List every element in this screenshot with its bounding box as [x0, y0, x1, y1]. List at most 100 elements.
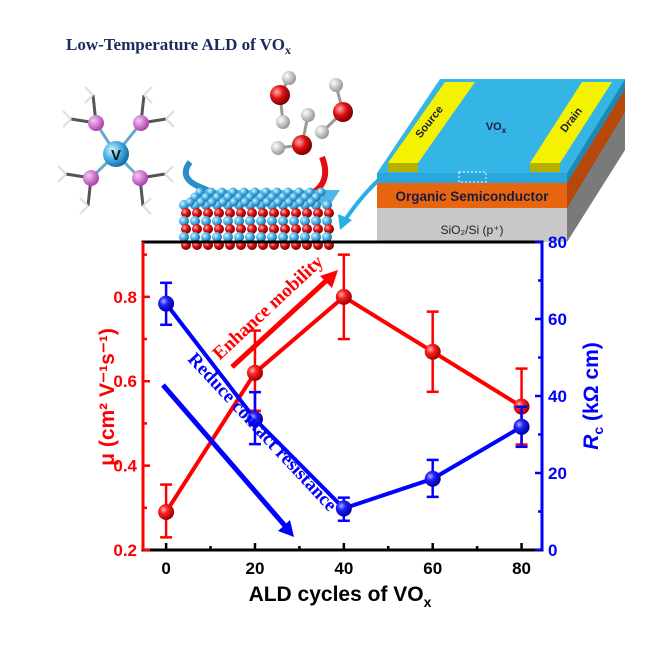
molecule-bond	[164, 165, 174, 175]
stack-oxygen-sphere	[214, 208, 224, 218]
stack-vanadium-sphere	[322, 200, 332, 210]
vox-front-layer	[377, 173, 567, 183]
right-tick-label: 60	[548, 310, 567, 329]
resistance-data-point	[513, 418, 530, 435]
molecule-bond	[84, 86, 94, 96]
nitrogen-atom	[132, 170, 148, 186]
stack-oxygen-sphere	[291, 224, 301, 234]
hydrogen-atom	[329, 78, 343, 92]
right-tick-label: 40	[548, 387, 567, 406]
molecule-bond	[79, 197, 89, 207]
molecule-bond	[142, 197, 152, 207]
stack-vanadium-sphere	[207, 197, 217, 207]
stack-oxygen-sphere	[203, 224, 213, 234]
illustration: Low-Temperature ALD of VOx V S	[57, 35, 625, 250]
x-tick-label: 40	[334, 559, 353, 578]
drain-electrode-front	[530, 163, 560, 172]
molecule-bond	[57, 173, 67, 183]
molecule-bond	[142, 205, 152, 215]
nitrogen-atom	[88, 115, 104, 131]
chart: 0 20 40 60 80 0.2 0.4 0.6 0.8 0 20 40 60 80 Enhance m…	[96, 233, 606, 610]
stack-vanadium-sphere	[190, 216, 200, 226]
water-molecules	[270, 71, 353, 155]
x-tick-label: 60	[423, 559, 442, 578]
stack-vanadium-sphere	[245, 216, 255, 226]
enhance-mobility-arrowhead-icon	[320, 270, 338, 288]
right-tick-label: 20	[548, 464, 567, 483]
molecule-bond	[165, 110, 175, 120]
stack-vanadium-sphere	[322, 232, 332, 242]
stack-vanadium-sphere	[212, 232, 222, 242]
molecule-bond	[62, 118, 72, 128]
stack-vanadium-sphere	[322, 216, 332, 226]
molecule-bond	[79, 205, 89, 215]
stack-vanadium-sphere	[256, 232, 266, 242]
left-axis-label: μ (cm² V⁻¹s⁻¹)	[96, 328, 119, 466]
stack-oxygen-sphere	[291, 208, 301, 218]
stack-vanadium-sphere	[273, 197, 283, 207]
organic-semiconductor-layer	[377, 183, 567, 208]
stack-oxygen-sphere	[280, 208, 290, 218]
stack-vanadium-sphere	[201, 216, 211, 226]
stack-vanadium-sphere	[179, 232, 189, 242]
otft-device: Source Drain VOx Organic Semiconductor S…	[377, 79, 625, 242]
molecule-bond	[84, 94, 94, 104]
stack-oxygen-sphere	[214, 224, 224, 234]
stack-oxygen-sphere	[313, 224, 323, 234]
stack-oxygen-sphere	[181, 208, 191, 218]
molecule-bond	[143, 86, 153, 96]
right-tick-label: 0	[548, 541, 557, 560]
enhance-mobility-arrow	[230, 277, 330, 369]
substrate-layer	[377, 208, 567, 242]
stack-vanadium-sphere	[306, 197, 316, 207]
stack-oxygen-sphere	[181, 224, 191, 234]
zoom-arrowhead-icon	[338, 214, 352, 230]
x-tick-label: 20	[246, 559, 265, 578]
stack-oxygen-sphere	[192, 208, 202, 218]
stack-vanadium-sphere	[311, 232, 321, 242]
stack-vanadium-sphere	[267, 232, 277, 242]
stack-vanadium-sphere	[196, 197, 206, 207]
oxygen-atom	[333, 102, 353, 122]
organic-semiconductor-label: Organic Semiconductor	[395, 189, 549, 204]
stack-oxygen-sphere	[247, 224, 257, 234]
source-electrode-front	[388, 163, 418, 172]
hydrogen-atom	[271, 141, 285, 155]
vanadium-precursor-molecule: V	[57, 86, 175, 215]
stack-oxygen-sphere	[324, 208, 334, 218]
mobility-data-point	[246, 364, 263, 381]
stack-oxygen-sphere	[236, 208, 246, 218]
molecule-bond	[143, 94, 153, 104]
stack-vanadium-sphere	[245, 232, 255, 242]
oxygen-atom	[292, 135, 312, 155]
x-tick-label: 0	[161, 559, 170, 578]
stack-oxygen-sphere	[247, 208, 257, 218]
stack-vanadium-sphere	[278, 216, 288, 226]
stack-vanadium-sphere	[267, 216, 277, 226]
source-electrode	[388, 82, 475, 163]
stack-vanadium-sphere	[229, 197, 239, 207]
stack-oxygen-sphere	[280, 224, 290, 234]
left-tick-label: 0.4	[113, 457, 137, 476]
stack-vanadium-sphere	[295, 197, 305, 207]
stack-vanadium-sphere	[201, 232, 211, 242]
reduce-resistance-arrowhead-icon	[278, 520, 294, 537]
mobility-data-point	[158, 504, 175, 521]
stack-vanadium-sphere	[223, 232, 233, 242]
stack-oxygen-sphere	[269, 224, 279, 234]
drain-electrode	[530, 82, 612, 163]
stack-oxygen-sphere	[203, 208, 213, 218]
stack-vanadium-sphere	[289, 216, 299, 226]
resistance-data-point	[158, 295, 175, 312]
stack-vanadium-sphere	[179, 216, 189, 226]
stack-oxygen-sphere	[324, 224, 334, 234]
substrate-label: SiO₂/Si (p⁺)	[441, 223, 504, 237]
stack-oxygen-sphere	[225, 208, 235, 218]
molecule-bond	[62, 110, 72, 120]
stack-oxygen-sphere	[313, 208, 323, 218]
right-axis-label: Rc (kΩ cm)	[580, 342, 606, 450]
stack-vanadium-sphere	[251, 197, 261, 207]
mobility-data-point	[335, 288, 352, 305]
molecule-bond	[165, 118, 175, 128]
